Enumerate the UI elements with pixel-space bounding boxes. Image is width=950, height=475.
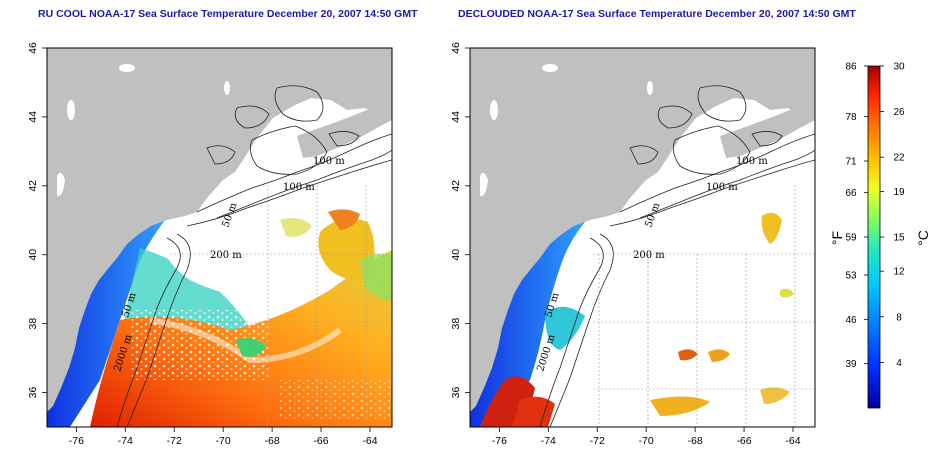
right-map-title: DECLOUDED NOAA-17 Sea Surface Temperatur… <box>458 8 856 20</box>
colorbar: 30 26 22 19 15 12 8 4 86 78 71 66 59 53 46 39 °F °C <box>829 62 931 409</box>
colorbar-fahrenheit-tick: 86 <box>845 62 857 73</box>
left-lat-tick-label: 42 <box>27 180 39 192</box>
right-lat-tick-label: 44 <box>450 111 462 123</box>
left-lon-tick-label: -68 <box>265 435 280 447</box>
right-lat-tick-label: 36 <box>450 387 462 399</box>
left-lat-tick-label: 36 <box>27 387 39 399</box>
contour-label-200m-right: 200 m <box>633 250 665 261</box>
right-map-image <box>470 48 815 427</box>
right-lat-tick-label: 40 <box>450 249 462 261</box>
left-lat-tick-label: 38 <box>27 318 39 330</box>
right-map-panel <box>469 47 816 428</box>
colorbar-fahrenheit-unit: °F <box>829 231 845 245</box>
colorbar-celsius-tick: 22 <box>893 153 905 164</box>
right-map-axes: -76 -74 -72 -70 -68 -66 -64 36 38 40 42 44 46 <box>450 42 801 447</box>
colorbar-fahrenheit-tick: 66 <box>845 188 857 199</box>
colorbar-celsius-tick: 12 <box>893 267 905 278</box>
right-lon-tick-label: -76 <box>492 435 507 447</box>
left-map-title: RU COOL NOAA-17 Sea Surface Temperature … <box>38 8 418 20</box>
colorbar-fahrenheit-tick: 39 <box>845 359 857 370</box>
left-map-panel <box>46 47 393 428</box>
colorbar-celsius-tick: 26 <box>893 107 905 118</box>
left-lon-tick-label: -64 <box>362 435 377 447</box>
right-lon-tick-label: -64 <box>785 435 800 447</box>
contour-label-100m-b: 100 m <box>283 182 315 193</box>
left-lon-tick-label: -76 <box>69 435 84 447</box>
colorbar-celsius-unit: °C <box>915 230 931 246</box>
colorbar-celsius-tick: 8 <box>896 312 902 323</box>
contour-label-100m-a: 100 m <box>313 156 345 167</box>
colorbar-fahrenheit-tick: 46 <box>845 315 857 326</box>
right-lat-tick-label: 46 <box>450 42 462 54</box>
left-lat-tick-label: 44 <box>27 111 39 123</box>
right-lat-tick-label: 38 <box>450 318 462 330</box>
colorbar-celsius-tick: 19 <box>893 187 905 198</box>
right-lon-tick-label: -72 <box>590 435 605 447</box>
colorbar-fahrenheit-tick: 53 <box>845 271 857 282</box>
colorbar-fahrenheit-tick: 78 <box>845 112 857 123</box>
contour-label-200m: 200 m <box>210 250 242 261</box>
right-lon-tick-label: -66 <box>736 435 751 447</box>
colorbar-celsius-tick: 4 <box>896 358 902 369</box>
left-lon-tick-label: -72 <box>167 435 182 447</box>
colorbar-celsius-tick: 15 <box>893 233 905 244</box>
right-lon-tick-label: -74 <box>541 435 556 447</box>
colorbar-gradient <box>867 65 881 409</box>
right-lon-tick-label: -70 <box>639 435 654 447</box>
colorbar-fahrenheit-tick: 71 <box>845 157 857 168</box>
left-map-image <box>47 48 392 427</box>
left-lat-tick-label: 46 <box>27 42 39 54</box>
colorbar-celsius-tick: 30 <box>893 62 905 73</box>
left-lon-tick-label: -74 <box>118 435 133 447</box>
right-lat-tick-label: 42 <box>450 180 462 192</box>
left-lon-tick-label: -70 <box>216 435 231 447</box>
contour-label-100m-b-right: 100 m <box>706 182 738 193</box>
left-lat-tick-label: 40 <box>27 249 39 261</box>
left-lon-tick-label: -66 <box>313 435 328 447</box>
right-lon-tick-label: -68 <box>688 435 703 447</box>
contour-label-100m-a-right: 100 m <box>736 156 768 167</box>
left-map-axes: -76 -74 -72 -70 -68 -66 -64 36 38 40 42 44 46 <box>27 42 378 447</box>
colorbar-fahrenheit-tick: 59 <box>845 233 857 244</box>
